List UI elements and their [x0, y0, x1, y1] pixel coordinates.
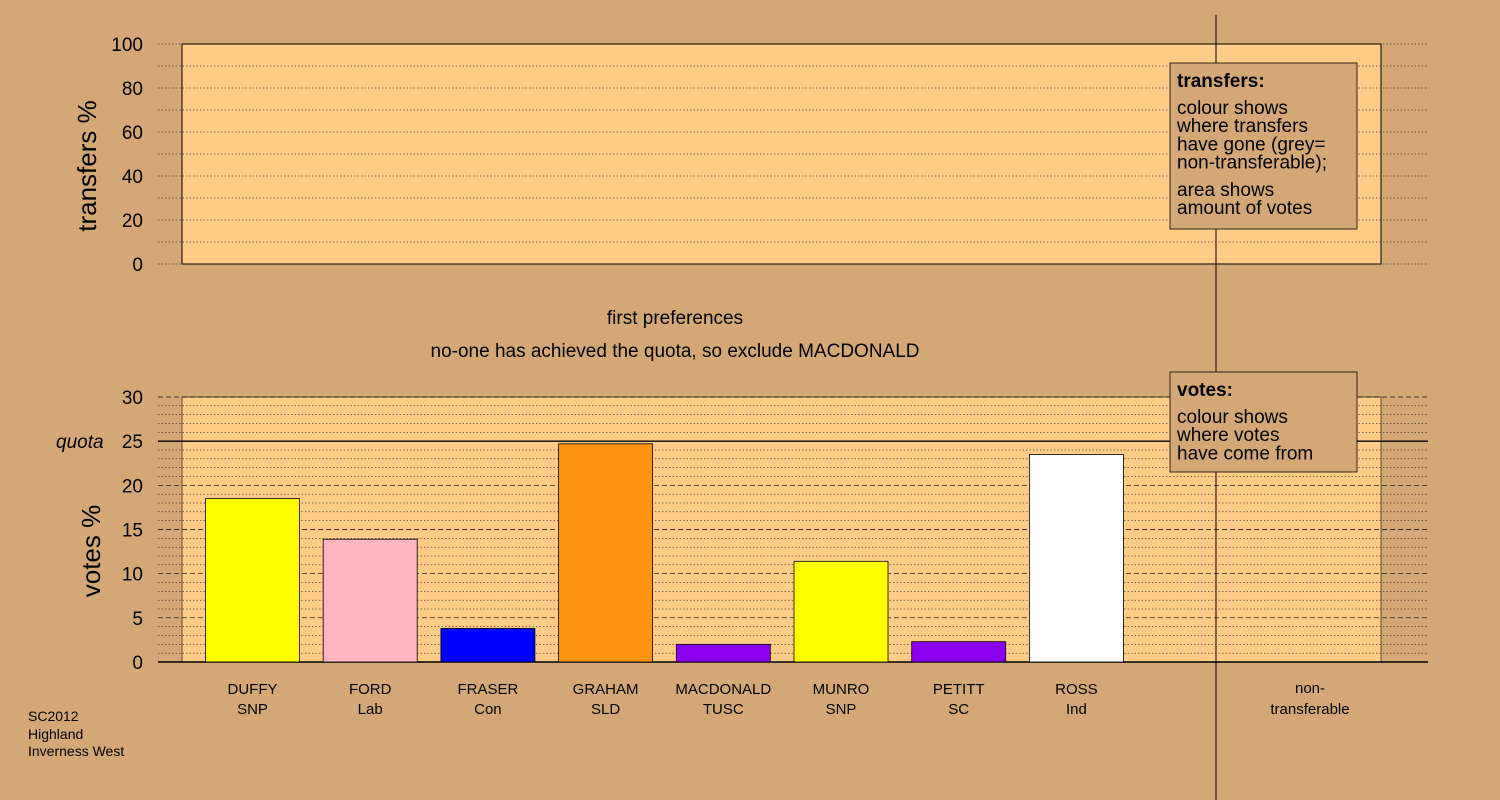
quota-label: quota	[56, 432, 104, 453]
candidate-name: FORD	[349, 681, 392, 698]
legend-line: amount of votes	[1177, 198, 1312, 219]
legend-line: area shows	[1177, 180, 1274, 201]
votes-y-ticks: 0 5 10 15 20 25 30	[122, 388, 143, 674]
candidate-party: SC	[948, 701, 969, 718]
legend-line: where transfers	[1176, 116, 1308, 137]
candidate-party: SNP	[826, 701, 857, 718]
legend-box	[1169, 371, 1358, 473]
transfers-y-tick-label: 60	[122, 123, 143, 144]
legend-line: have come from	[1177, 443, 1313, 464]
legend-line: colour shows	[1177, 98, 1288, 119]
vote-bar-ford	[322, 538, 418, 663]
candidate-name: DUFFY	[228, 681, 278, 698]
legend-line: non-transferable);	[1177, 153, 1327, 174]
candidate-party: Lab	[358, 701, 383, 718]
candidate-party: SNP	[237, 701, 268, 718]
vote-bar-petitt	[911, 641, 1007, 663]
legend-line: where votes	[1176, 425, 1279, 446]
nontransferable-label-line1: non-	[1295, 680, 1325, 697]
votes-y-axis-label: votes %	[76, 505, 106, 598]
votes-y-tick-label: 0	[132, 653, 143, 674]
legend-title: transfers:	[1177, 71, 1265, 92]
candidate-party: SLD	[591, 701, 620, 718]
footer-ward: Inverness West	[28, 743, 124, 759]
votes-panel: 0 5 10 15 20 25 30 quota votes % DUFFY SNP FORD L…	[56, 388, 1428, 718]
votes-y-tick-label: 15	[122, 521, 143, 542]
votes-y-tick-label: 5	[132, 609, 143, 630]
vote-bar-graham	[558, 443, 653, 663]
votes-y-tick-label: 20	[122, 476, 143, 497]
legend-title: votes:	[1177, 380, 1233, 401]
legend-line: colour shows	[1177, 407, 1288, 428]
transfers-y-axis-label: transfers %	[72, 100, 102, 232]
votes-y-tick-label: 25	[122, 432, 143, 453]
vote-bar-munro	[793, 560, 889, 663]
transfers-y-ticks: 0 20 40 60 80 100	[111, 35, 143, 276]
stage-note: no-one has achieved the quota, so exclud…	[431, 341, 920, 362]
candidate-party: TUSC	[703, 701, 744, 718]
candidate-party: Con	[474, 701, 502, 718]
transfers-y-tick-label: 100	[111, 35, 143, 56]
candidate-name: MUNRO	[813, 681, 870, 698]
stage-title: first preferences	[607, 308, 743, 329]
candidate-name: ROSS	[1055, 681, 1098, 698]
candidate-labels: DUFFY SNP FORD Lab FRASER Con GRAHAM SLD MACDONA…	[228, 681, 1098, 718]
footer-council: Highland	[28, 726, 83, 742]
transfers-y-tick-label: 80	[122, 79, 143, 100]
votes-y-tick-label: 30	[122, 388, 143, 409]
vote-bar-duffy	[205, 498, 300, 663]
candidate-name: GRAHAM	[573, 681, 639, 698]
vote-bar-fraser	[440, 628, 536, 663]
transfers-y-tick-label: 20	[122, 211, 143, 232]
nontransferable-label-line2: transferable	[1270, 701, 1349, 718]
candidate-name: PETITT	[933, 681, 985, 698]
legend-line: have gone (grey=	[1177, 134, 1325, 155]
vote-bars	[205, 443, 1124, 663]
transfers-y-tick-label: 40	[122, 167, 143, 188]
footer-election: SC2012	[28, 708, 79, 724]
footer-info: SC2012 Highland Inverness West	[28, 708, 124, 759]
votes-y-tick-label: 10	[122, 565, 143, 586]
candidate-name: MACDONALD	[675, 681, 771, 698]
transfers-y-tick-label: 0	[132, 255, 143, 276]
vote-bar-macdonald	[675, 643, 771, 663]
candidate-name: FRASER	[457, 681, 518, 698]
legend-box	[1169, 62, 1358, 230]
vote-bar-ross	[1029, 454, 1124, 663]
candidate-party: Ind	[1066, 701, 1087, 718]
